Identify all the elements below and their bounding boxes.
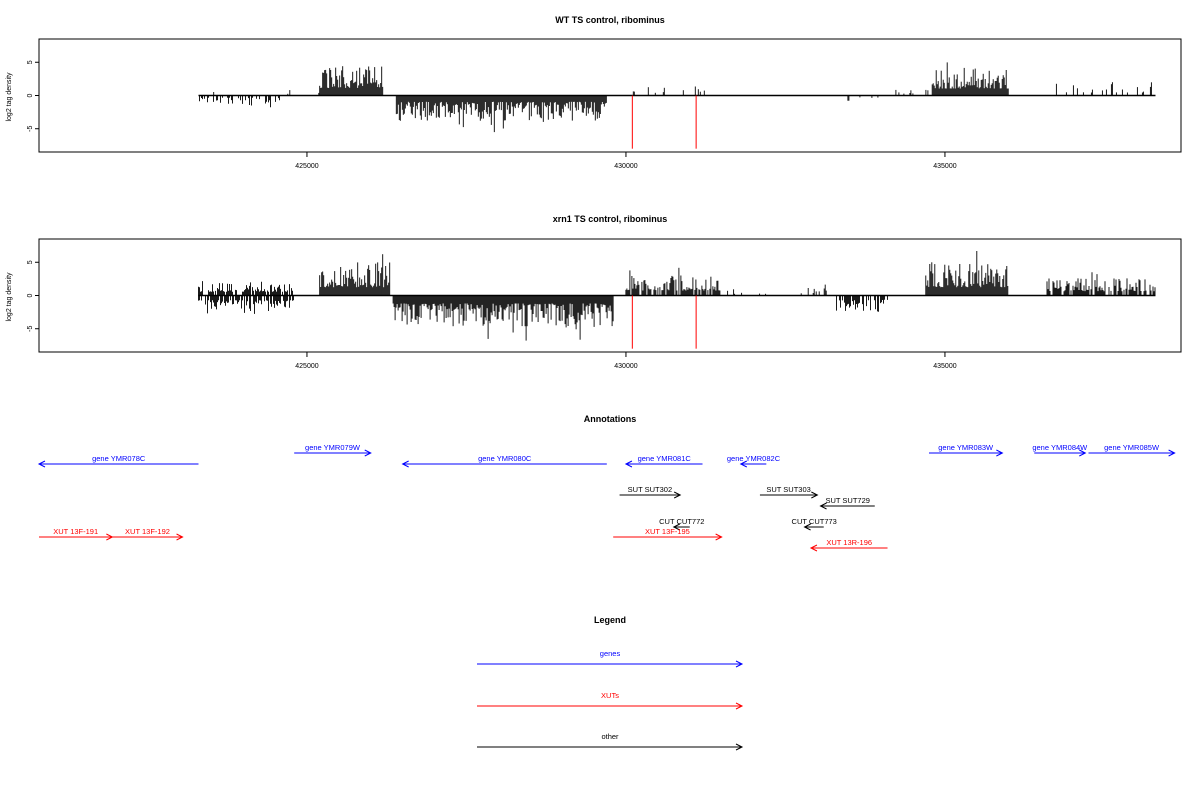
annotation-feature: gene YMR081C — [624, 454, 703, 468]
annotation-feature: gene YMR079W — [294, 443, 372, 457]
annotation-arrow-arrowhead — [176, 533, 184, 541]
xrn1-x-axis: 425000 430000 435000 — [295, 352, 957, 370]
xrn1-coverage-bars — [198, 251, 1156, 341]
annotation-label: XUT 13R-196 — [826, 538, 872, 547]
annotation-arrow-arrowhead — [811, 491, 819, 499]
legend-arrow-arrowhead — [735, 743, 744, 751]
wt-y-tick-label: 0 — [27, 93, 34, 97]
annotation-arrow-arrowhead — [624, 460, 633, 468]
wt-x-axis: 425000 430000 435000 — [295, 152, 957, 170]
annotation-label: SUT SUT303 — [766, 485, 810, 494]
wt-y-axis: -5 0 5 — [27, 60, 39, 132]
annotation-feature: gene YMR085W — [1088, 443, 1176, 457]
wt-y-axis-label: log2 tag density — [6, 72, 13, 122]
annotation-arrow-arrowhead — [715, 533, 723, 541]
wt-y-tick-label: 5 — [27, 60, 34, 64]
annotation-arrow-arrowhead — [401, 460, 409, 468]
annotation-label: gene YMR079W — [305, 443, 361, 452]
xrn1-y-axis-label: log2 tag density — [6, 272, 13, 322]
annotation-label: XUT 13F-191 — [53, 527, 98, 536]
legend-label: XUTs — [601, 691, 619, 700]
annotation-label: CUT CUT773 — [792, 517, 837, 526]
annotation-feature: SUT SUT303 — [759, 485, 819, 499]
annotation-label: SUT SUT302 — [628, 485, 672, 494]
annotation-label: gene YMR081C — [638, 454, 692, 463]
wt-y-tick-label: -5 — [27, 126, 34, 132]
annotation-label: SUT SUT729 — [825, 496, 869, 505]
annotation-label: CUT CUT772 — [659, 517, 704, 526]
annotation-feature: gene YMR084W — [1032, 443, 1088, 457]
annotation-arrow-arrowhead — [819, 502, 827, 510]
annotation-feature: SUT SUT729 — [819, 496, 875, 510]
wt-x-tick-label: 430000 — [614, 163, 637, 170]
xrn1-y-axis: -5 0 5 — [27, 260, 39, 332]
annotation-arrow-arrowhead — [996, 449, 1004, 457]
legend-arrow-arrowhead — [735, 702, 744, 710]
annotation-arrow-arrowhead — [1079, 449, 1087, 457]
legend-item: other — [477, 732, 744, 751]
annotation-label: XUT 13F-195 — [645, 527, 690, 536]
wt-x-tick-label: 435000 — [933, 163, 956, 170]
annotation-feature: gene YMR078C — [37, 454, 199, 468]
xrn1-x-tick-label: 435000 — [933, 363, 956, 370]
wt-coverage-bars — [198, 62, 1156, 133]
xrn1-x-tick-label: 430000 — [614, 363, 637, 370]
wt-red-markers — [631, 95, 697, 149]
annotation-features: gene YMR078C gene YMR079W gene YMR080C gene… — [37, 443, 1176, 552]
wt-panel-title: WT TS control, ribominus — [555, 15, 665, 25]
annotation-feature: XUT 13R-196 — [809, 538, 888, 552]
annotation-arrow-arrowhead — [673, 491, 682, 499]
annotation-feature: XUT 13F-191 — [39, 527, 114, 541]
annotation-label: XUT 13F-192 — [125, 527, 170, 536]
annotation-feature: XUT 13F-195 — [613, 527, 723, 541]
xrn1-red-markers — [631, 295, 697, 349]
annotation-feature: SUT SUT302 — [619, 485, 682, 499]
xrn1-panel-title: xrn1 TS control, ribominus — [553, 214, 668, 224]
annotation-arrow-arrowhead — [37, 460, 46, 468]
xrn1-y-tick-label: 0 — [27, 293, 34, 297]
wt-coverage-panel: WT TS control, ribominus log2 tag densit… — [6, 15, 1182, 170]
annotation-label: gene YMR085W — [1104, 443, 1160, 452]
annotation-feature: gene YMR083W — [928, 443, 1004, 457]
annotation-feature: XUT 13F-192 — [112, 527, 184, 541]
xrn1-y-tick-label: 5 — [27, 260, 34, 264]
annotation-arrow-arrowhead — [809, 544, 818, 552]
annotation-arrow-arrowhead — [364, 449, 372, 457]
annotation-arrow-arrowhead — [672, 523, 681, 531]
annotation-arrow-arrowhead — [739, 460, 748, 468]
wt-x-tick-label: 425000 — [295, 163, 318, 170]
legend-label: other — [601, 732, 619, 741]
annotation-feature: gene YMR080C — [401, 454, 607, 468]
xrn1-y-tick-label: -5 — [27, 326, 34, 332]
legend: Legend genes XUTs other — [477, 615, 744, 751]
annotation-label: gene YMR084W — [1032, 443, 1088, 452]
annotation-arrow-arrowhead — [1168, 449, 1176, 457]
legend-label: genes — [600, 649, 621, 658]
annotation-label: gene YMR078C — [92, 454, 146, 463]
annotation-arrow-arrowhead — [803, 523, 811, 531]
xrn1-x-tick-label: 425000 — [295, 363, 318, 370]
legend-items: genes XUTs other — [477, 649, 744, 751]
legend-item: genes — [477, 649, 744, 668]
annotation-feature: gene YMR082C — [727, 454, 781, 468]
annotation-label: gene YMR083W — [938, 443, 994, 452]
xrn1-coverage-panel: xrn1 TS control, ribominus log2 tag dens… — [6, 214, 1182, 370]
legend-title: Legend — [594, 615, 626, 625]
annotations-title: Annotations — [584, 414, 637, 424]
annotation-feature: CUT CUT772 — [659, 517, 704, 531]
annotation-label: gene YMR080C — [478, 454, 532, 463]
legend-arrow-arrowhead — [735, 660, 744, 668]
legend-item: XUTs — [477, 691, 744, 710]
annotation-feature: CUT CUT773 — [792, 517, 837, 531]
annotation-label: gene YMR082C — [727, 454, 781, 463]
